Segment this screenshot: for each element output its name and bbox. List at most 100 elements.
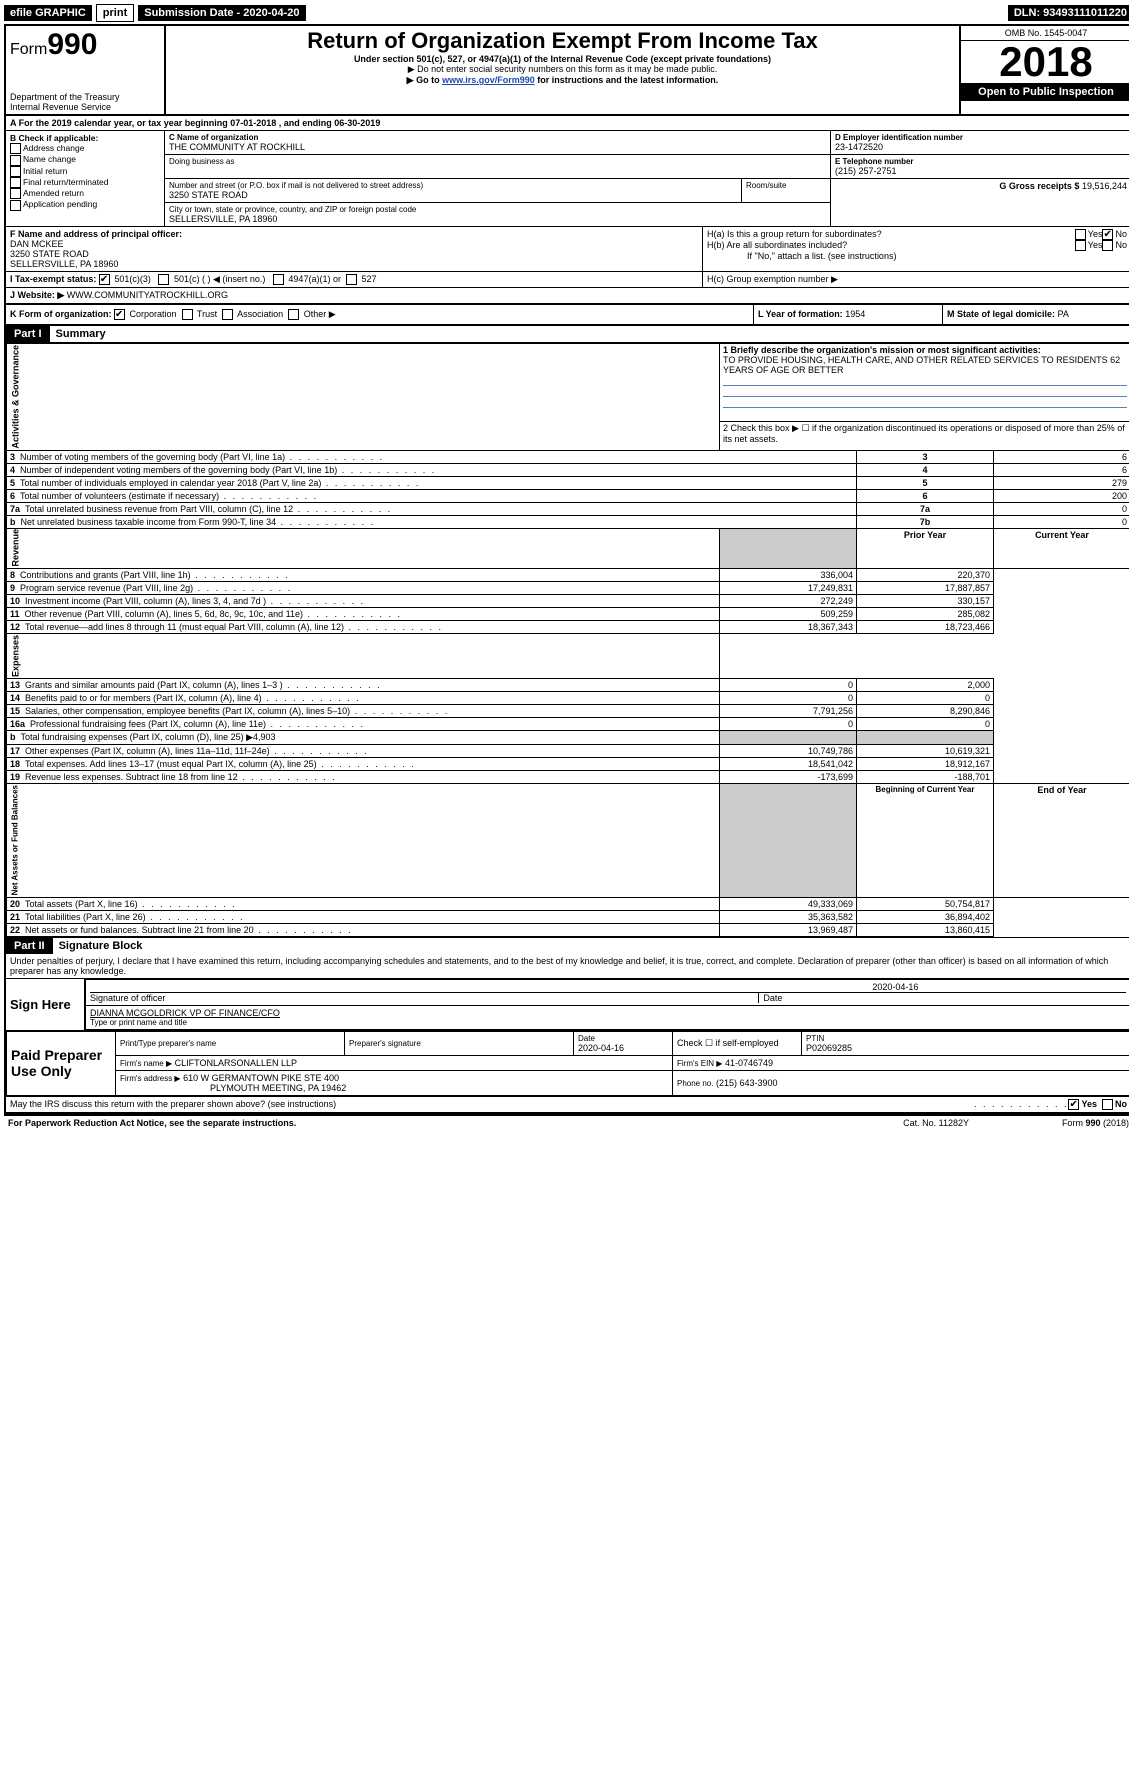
room-label: Room/suite bbox=[746, 181, 826, 190]
lbl-501c3: 501(c)(3) bbox=[114, 274, 151, 284]
firm-ein-label: Firm's EIN ▶ bbox=[677, 1059, 722, 1068]
officer-addr2: SELLERSVILLE, PA 18960 bbox=[10, 259, 698, 269]
q1-label: 1 Briefly describe the organization's mi… bbox=[723, 345, 1127, 355]
sig-date: 2020-04-16 bbox=[714, 982, 1077, 992]
cb-app-pending[interactable] bbox=[10, 200, 21, 211]
year-formation-value: 1954 bbox=[845, 309, 865, 319]
table-row: 3 Number of voting members of the govern… bbox=[7, 450, 1129, 463]
cb-4947[interactable] bbox=[273, 274, 284, 285]
table-row: 4 Number of independent voting members o… bbox=[7, 463, 1129, 476]
part2-header: Part II bbox=[6, 938, 53, 954]
firm-ein: 41-0746749 bbox=[725, 1058, 773, 1068]
perjury-text: Under penalties of perjury, I declare th… bbox=[6, 954, 1129, 979]
phone-value: (215) 257-2751 bbox=[835, 166, 1127, 176]
footer-mid: Cat. No. 11282Y bbox=[903, 1118, 969, 1128]
org-name-label: C Name of organization bbox=[169, 133, 826, 142]
print-button[interactable]: print bbox=[96, 4, 134, 22]
q1-value: TO PROVIDE HOUSING, HEALTH CARE, AND OTH… bbox=[723, 355, 1127, 375]
part2-title: Signature Block bbox=[53, 940, 143, 952]
footer-left: For Paperwork Reduction Act Notice, see … bbox=[8, 1118, 903, 1128]
gross-receipts-value: 19,516,244 bbox=[1082, 181, 1127, 191]
ein-value: 23-1472520 bbox=[835, 142, 1127, 152]
part1-header: Part I bbox=[6, 326, 50, 342]
part1-title: Summary bbox=[50, 328, 106, 340]
lbl-ha-no: No bbox=[1115, 229, 1127, 240]
cb-address-change[interactable] bbox=[10, 143, 21, 154]
prep-phone-label: Phone no. bbox=[677, 1079, 713, 1088]
website-label: J Website: ▶ bbox=[10, 290, 64, 300]
form-container: Form990 Department of the Treasury Inter… bbox=[4, 24, 1129, 1114]
cb-name-change[interactable] bbox=[10, 155, 21, 166]
lbl-address-change: Address change bbox=[23, 143, 84, 153]
lbl-app-pending: Application pending bbox=[23, 199, 97, 209]
prep-date-label: Date bbox=[578, 1034, 668, 1043]
table-row: 9 Program service revenue (Part VIII, li… bbox=[7, 582, 1129, 595]
form-header: Form990 Department of the Treasury Inter… bbox=[6, 26, 1129, 116]
table-row: 11 Other revenue (Part VIII, column (A),… bbox=[7, 608, 1129, 621]
tax-status-label: I Tax-exempt status: bbox=[10, 274, 96, 284]
website-value: WWW.COMMUNITYATROCKHILL.ORG bbox=[67, 290, 228, 300]
cb-hb-no[interactable] bbox=[1102, 240, 1113, 251]
cb-501c[interactable] bbox=[158, 274, 169, 285]
form-prefix: Form bbox=[10, 41, 47, 58]
cb-amended[interactable] bbox=[10, 188, 21, 199]
cb-trust[interactable] bbox=[182, 309, 193, 320]
dba-label: Doing business as bbox=[169, 157, 826, 166]
prep-phone: (215) 643-3900 bbox=[716, 1078, 778, 1088]
footer-right: Form 990 (2018) bbox=[969, 1118, 1129, 1128]
form-title: Return of Organization Exempt From Incom… bbox=[170, 28, 955, 54]
officer-typed-name: DIANNA MCGOLDRICK VP OF FINANCE/CFO bbox=[90, 1008, 1126, 1018]
domicile-label: M State of legal domicile: bbox=[947, 309, 1055, 319]
discuss-text: May the IRS discuss this return with the… bbox=[10, 1099, 974, 1110]
paid-preparer-label: Paid Preparer Use Only bbox=[7, 1031, 116, 1096]
cb-initial-return[interactable] bbox=[10, 166, 21, 177]
lbl-trust: Trust bbox=[197, 309, 217, 319]
firm-addr-label: Firm's address ▶ bbox=[120, 1074, 181, 1083]
table-row: 21 Total liabilities (Part X, line 26) 3… bbox=[7, 910, 1129, 923]
date-label: Date bbox=[758, 992, 1126, 1003]
firm-name: CLIFTONLARSONALLEN LLP bbox=[175, 1058, 297, 1068]
lbl-discuss-no: No bbox=[1115, 1099, 1127, 1110]
gross-receipts-label: G Gross receipts $ bbox=[999, 181, 1079, 191]
street-address: 3250 STATE ROAD bbox=[169, 190, 737, 200]
cb-assoc[interactable] bbox=[222, 309, 233, 320]
side-expenses: Expenses bbox=[7, 634, 720, 679]
efile-button[interactable]: efile GRAPHIC bbox=[4, 5, 92, 21]
table-row: 7a Total unrelated business revenue from… bbox=[7, 502, 1129, 515]
preparer-table: Paid Preparer Use Only Print/Type prepar… bbox=[6, 1030, 1129, 1096]
cb-527[interactable] bbox=[346, 274, 357, 285]
table-row: 5 Total number of individuals employed i… bbox=[7, 476, 1129, 489]
org-name: THE COMMUNITY AT ROCKHILL bbox=[169, 142, 826, 152]
cb-ha-no[interactable] bbox=[1102, 229, 1113, 240]
lbl-other: Other ▶ bbox=[304, 309, 336, 319]
submission-date: Submission Date - 2020-04-20 bbox=[138, 5, 305, 21]
cb-other[interactable] bbox=[288, 309, 299, 320]
tax-year-line: A For the 2019 calendar year, or tax yea… bbox=[6, 116, 1129, 131]
section-i: I Tax-exempt status: 501(c)(3) 501(c) ( … bbox=[6, 272, 703, 287]
irs-link[interactable]: www.irs.gov/Form990 bbox=[442, 75, 535, 85]
phone-label: E Telephone number bbox=[835, 157, 1127, 166]
cb-discuss-yes[interactable] bbox=[1068, 1099, 1079, 1110]
lbl-assoc: Association bbox=[237, 309, 283, 319]
lbl-501c: 501(c) ( ) ◀ (insert no.) bbox=[174, 274, 265, 284]
cb-ha-yes[interactable] bbox=[1075, 229, 1086, 240]
col-prior: Prior Year bbox=[857, 528, 994, 569]
city-label: City or town, state or province, country… bbox=[169, 205, 826, 214]
cb-discuss-no[interactable] bbox=[1102, 1099, 1113, 1110]
table-row: 12 Total revenue—add lines 8 through 11 … bbox=[7, 621, 1129, 634]
cb-501c3[interactable] bbox=[99, 274, 110, 285]
side-governance: Activities & Governance bbox=[7, 344, 720, 451]
side-net: Net Assets or Fund Balances bbox=[7, 784, 720, 897]
cb-final-return[interactable] bbox=[10, 177, 21, 188]
ha-label: H(a) Is this a group return for subordin… bbox=[707, 229, 1075, 240]
table-row: 18 Total expenses. Add lines 13–17 (must… bbox=[7, 758, 1129, 771]
ein-label: D Employer identification number bbox=[835, 133, 1127, 142]
cb-hb-yes[interactable] bbox=[1075, 240, 1086, 251]
table-row: 10 Investment income (Part VIII, column … bbox=[7, 595, 1129, 608]
firm-addr1: 610 W GERMANTOWN PIKE STE 400 bbox=[183, 1073, 339, 1083]
firm-addr2: PLYMOUTH MEETING, PA 19462 bbox=[120, 1083, 346, 1093]
cb-corp[interactable] bbox=[114, 309, 125, 320]
table-row: 8 Contributions and grants (Part VIII, l… bbox=[7, 569, 1129, 582]
part1-table: Activities & Governance 1 Briefly descri… bbox=[6, 343, 1129, 937]
lbl-name-change: Name change bbox=[23, 154, 76, 164]
